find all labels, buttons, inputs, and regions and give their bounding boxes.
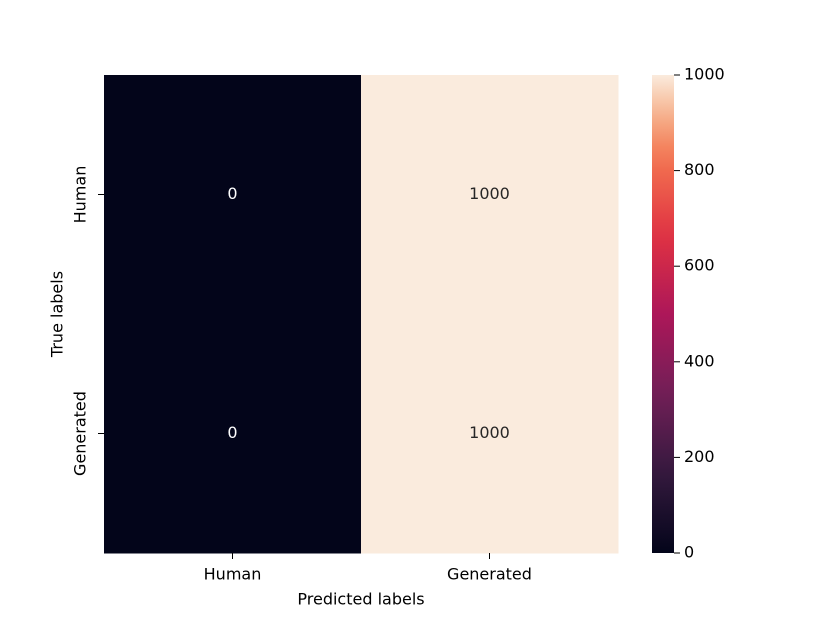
- x-tick-label: Generated: [447, 565, 532, 584]
- x-axis-label: Predicted labels: [297, 590, 424, 609]
- colorbar-tick-label: 1000: [684, 65, 725, 84]
- cell-label: 1000: [469, 184, 510, 203]
- cell-label: 0: [227, 423, 237, 442]
- heatmap-cell: [104, 75, 362, 315]
- colorbar: [652, 75, 674, 553]
- colorbar-tick-label: 200: [684, 447, 715, 466]
- heatmap-cell: [361, 314, 619, 554]
- heatmap-cell: [361, 75, 619, 315]
- colorbar-tick-label: 800: [684, 160, 715, 179]
- colorbar-tick-label: 600: [684, 256, 715, 275]
- x-tick-label: Human: [204, 565, 262, 584]
- cell-label: 0: [227, 184, 237, 203]
- colorbar-tick-label: 0: [684, 543, 694, 562]
- colorbar-tick-label: 400: [684, 351, 715, 370]
- heatmap-cell: [104, 314, 362, 554]
- cell-label: 1000: [469, 423, 510, 442]
- y-tick-label: Human: [71, 166, 90, 224]
- y-tick-label: Generated: [71, 391, 90, 476]
- y-axis-label: True labels: [48, 271, 67, 358]
